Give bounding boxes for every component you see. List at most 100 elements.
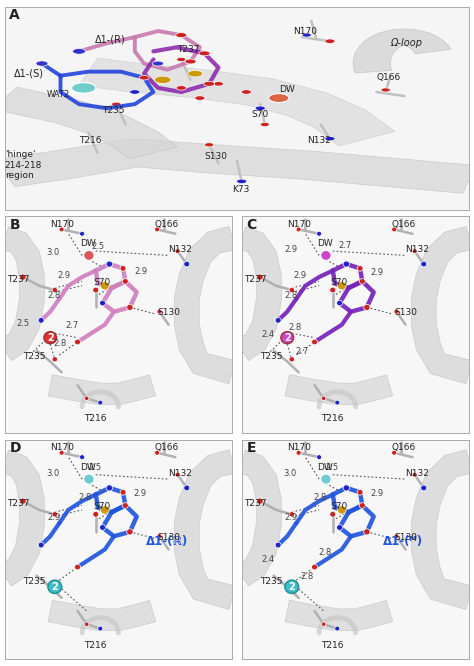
Circle shape <box>199 51 210 56</box>
Text: 2.8: 2.8 <box>289 324 302 332</box>
Text: T237: T237 <box>244 499 266 507</box>
Circle shape <box>36 61 48 66</box>
Circle shape <box>155 76 171 83</box>
Polygon shape <box>0 87 178 159</box>
Circle shape <box>48 580 62 593</box>
Text: 2.7: 2.7 <box>295 347 309 356</box>
Text: 2.9: 2.9 <box>134 489 146 498</box>
Text: T216: T216 <box>321 414 344 424</box>
Circle shape <box>127 529 133 535</box>
Circle shape <box>59 450 64 455</box>
Circle shape <box>84 474 94 484</box>
Circle shape <box>421 485 427 491</box>
Circle shape <box>52 511 57 517</box>
Polygon shape <box>48 375 156 405</box>
Circle shape <box>392 227 397 232</box>
Circle shape <box>392 450 397 455</box>
Circle shape <box>185 59 196 64</box>
Circle shape <box>325 39 335 43</box>
Circle shape <box>394 309 399 314</box>
Text: 2.9: 2.9 <box>371 268 383 277</box>
Text: T235: T235 <box>260 352 283 360</box>
Polygon shape <box>0 139 474 193</box>
Text: Q166: Q166 <box>376 73 401 83</box>
Polygon shape <box>0 450 45 586</box>
Circle shape <box>100 505 109 514</box>
Circle shape <box>285 580 299 593</box>
Circle shape <box>321 622 326 626</box>
Text: 3.0: 3.0 <box>46 248 59 256</box>
Circle shape <box>357 490 363 495</box>
Text: Δ1-(S): Δ1-(S) <box>14 69 44 79</box>
Circle shape <box>52 582 57 587</box>
Circle shape <box>38 542 44 548</box>
Text: Ω-loop: Ω-loop <box>390 38 422 48</box>
Circle shape <box>59 227 64 232</box>
Polygon shape <box>174 226 236 384</box>
Circle shape <box>44 332 56 344</box>
Text: D: D <box>9 442 21 456</box>
Text: S130: S130 <box>204 153 228 161</box>
Circle shape <box>52 357 57 362</box>
Text: N170: N170 <box>50 443 74 452</box>
Text: T216: T216 <box>79 137 101 145</box>
Circle shape <box>241 90 251 94</box>
Circle shape <box>93 287 99 293</box>
Circle shape <box>325 137 335 141</box>
Text: N132: N132 <box>169 469 192 478</box>
Circle shape <box>120 266 126 271</box>
Circle shape <box>257 498 263 504</box>
Circle shape <box>335 626 340 631</box>
Polygon shape <box>411 450 473 609</box>
Circle shape <box>359 503 365 508</box>
Circle shape <box>357 266 363 271</box>
Text: N170: N170 <box>287 443 311 452</box>
Circle shape <box>84 250 94 260</box>
Circle shape <box>176 33 187 37</box>
Text: T216: T216 <box>84 641 107 649</box>
Circle shape <box>80 231 84 236</box>
Circle shape <box>122 278 128 284</box>
Circle shape <box>275 542 281 548</box>
Text: 2: 2 <box>284 332 291 343</box>
Circle shape <box>176 86 186 90</box>
Circle shape <box>337 300 343 306</box>
Polygon shape <box>48 600 156 631</box>
Circle shape <box>157 534 162 539</box>
Text: 2.9: 2.9 <box>135 267 148 276</box>
Circle shape <box>111 102 121 106</box>
Circle shape <box>195 96 205 101</box>
Text: N132: N132 <box>406 469 429 478</box>
Circle shape <box>20 274 26 280</box>
Circle shape <box>412 248 417 254</box>
Text: 2.9: 2.9 <box>47 513 60 522</box>
Polygon shape <box>285 600 393 631</box>
Text: Q166: Q166 <box>392 443 416 452</box>
Circle shape <box>130 90 140 94</box>
Text: S70: S70 <box>251 110 268 119</box>
Text: S70: S70 <box>93 502 111 511</box>
Circle shape <box>184 485 190 491</box>
Text: B: B <box>9 218 20 232</box>
Circle shape <box>127 304 133 310</box>
Text: S130: S130 <box>394 308 417 317</box>
Circle shape <box>184 261 190 267</box>
Text: S130: S130 <box>157 308 180 317</box>
Polygon shape <box>0 227 45 360</box>
Text: T235: T235 <box>23 577 46 586</box>
Text: 2.9: 2.9 <box>284 513 297 522</box>
Circle shape <box>80 455 84 460</box>
Text: T237: T237 <box>7 499 29 507</box>
Text: S70: S70 <box>93 278 111 287</box>
Text: K73: K73 <box>232 185 250 194</box>
Polygon shape <box>235 227 282 360</box>
Text: 'hinge'
214-218
region: 'hinge' 214-218 region <box>5 151 42 180</box>
Circle shape <box>335 400 340 405</box>
Circle shape <box>321 250 331 260</box>
Circle shape <box>100 525 106 530</box>
Text: DW: DW <box>279 85 294 95</box>
Circle shape <box>296 450 301 455</box>
Circle shape <box>98 400 103 405</box>
Circle shape <box>289 288 294 292</box>
Text: 2.7: 2.7 <box>338 241 352 250</box>
